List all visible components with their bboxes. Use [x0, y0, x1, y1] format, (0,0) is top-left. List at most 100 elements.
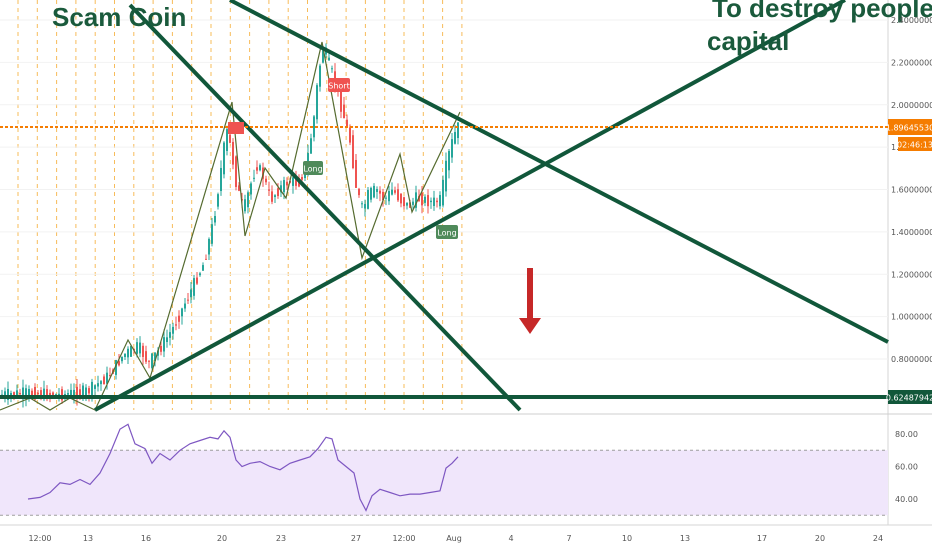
candle-body [415, 192, 417, 208]
long-signal-1-bg [303, 161, 323, 175]
long-signal-1-label: Long [303, 165, 322, 174]
price-tick-label: 1.00000000 [891, 313, 932, 322]
candle-body [283, 180, 285, 193]
candle-body [100, 381, 102, 385]
candle-body [349, 127, 351, 143]
candle-body [91, 381, 93, 397]
candle-body [397, 189, 399, 201]
short-signal: Short [328, 78, 350, 92]
candle-body [22, 387, 24, 400]
candle-body [187, 299, 189, 301]
candle-body [451, 139, 453, 158]
candle-body [55, 394, 57, 396]
long-signal-2-bg [436, 225, 458, 239]
candle-body [184, 303, 186, 309]
short-signal-bg [328, 78, 350, 92]
candle-body [319, 65, 321, 87]
candle-body [343, 104, 345, 119]
down-arrow-icon [519, 268, 541, 334]
candle-body [457, 122, 459, 139]
candle-body [229, 134, 231, 143]
rsi-axis-ticks: 40.00 60.00 80.00 [895, 430, 918, 504]
candle-body [211, 224, 213, 244]
time-tick-label: 4 [508, 534, 513, 543]
ascending-trendline [94, 0, 846, 412]
candle-body [46, 389, 48, 400]
candle-body [175, 324, 177, 326]
candle-body [367, 189, 369, 209]
time-tick-label: 16 [141, 534, 151, 543]
candle-body [64, 394, 66, 396]
time-tick-label: 23 [276, 534, 286, 543]
candle-body [37, 392, 39, 395]
candle-body [358, 188, 360, 196]
candle-body [181, 308, 183, 317]
candle-body [61, 389, 63, 401]
time-tick-label: 20 [217, 534, 227, 543]
short-signal-label: Short [328, 82, 349, 91]
price-tick-label: 1.40000000 [891, 228, 932, 237]
candle-body [235, 156, 237, 187]
candle-body [127, 348, 129, 358]
candle-body [292, 177, 294, 186]
candle-body [412, 201, 414, 205]
candle-body [406, 202, 408, 206]
candle-body [145, 351, 147, 362]
candle-body [178, 315, 180, 322]
candle-body [10, 393, 12, 396]
candle-body [85, 387, 87, 396]
candle-body [448, 151, 450, 171]
price-tick-label: 0.80000000 [891, 355, 932, 364]
time-tick-label: 13 [83, 534, 93, 543]
candle-body [52, 392, 54, 397]
candle-body [433, 197, 435, 207]
candle-body [373, 185, 375, 198]
time-tick-label: 20 [815, 534, 825, 543]
horizontal-grid [0, 19, 888, 360]
descending-trendline-upper [229, 0, 889, 344]
candle-body [58, 393, 60, 396]
price-tick-label: 2.40000000 [891, 16, 932, 25]
candle-body [394, 190, 396, 193]
candle-body [379, 190, 381, 194]
support-price-value: 0.62487942 [886, 394, 932, 403]
candle-body [148, 360, 150, 362]
candle-body [97, 383, 99, 387]
candle-body [256, 167, 258, 171]
candle-body [13, 392, 15, 396]
candle-body [166, 337, 168, 342]
candle-body [208, 238, 210, 255]
current-price-badge-bg [888, 119, 932, 135]
candle-body [328, 57, 330, 61]
candle-body [445, 160, 447, 192]
rsi-tick-label: 80.00 [895, 430, 918, 439]
candle-body [226, 129, 228, 152]
candle-body [28, 388, 30, 398]
candle-body [439, 195, 441, 207]
time-tick-label: 27 [351, 534, 361, 543]
candle-body [199, 273, 201, 276]
candle-body [139, 342, 141, 354]
time-tick-label: 24 [873, 534, 883, 543]
candle-body [19, 392, 21, 395]
support-price-badge: 0.62487942 [886, 390, 932, 404]
candle-body [286, 181, 288, 186]
candle-body [34, 386, 36, 400]
candle-body [346, 119, 348, 127]
candle-body [424, 196, 426, 203]
time-axis-ticks: 12:00 13 16 20 23 27 12:00 Aug 4 7 10 13 17 20 24 [28, 534, 883, 543]
time-tick-label: 7 [566, 534, 571, 543]
candle-body [94, 385, 96, 389]
candle-body [247, 192, 249, 208]
down-arrow-head [519, 318, 541, 334]
zigzag-pattern-line [0, 41, 461, 411]
candle-body [136, 342, 138, 354]
candle-body [154, 352, 156, 362]
candle-body [385, 197, 387, 199]
candle-body [259, 165, 261, 171]
candle-body [31, 390, 33, 396]
candle-body [223, 142, 225, 175]
short-signal-marker [228, 122, 244, 134]
candle-body [277, 188, 279, 197]
candle-body [436, 200, 438, 203]
